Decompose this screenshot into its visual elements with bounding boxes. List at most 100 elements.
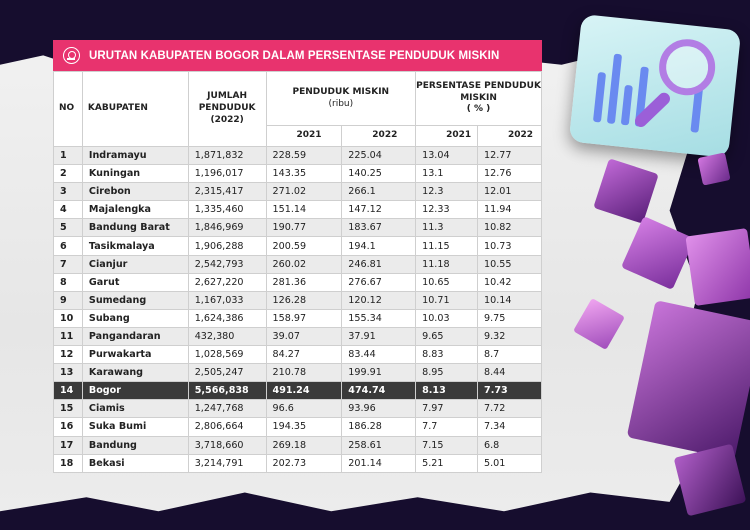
cell-jml: 1,846,969 [187,218,267,238]
cell-m21: 271.02 [265,182,343,202]
cell-m22: 155.34 [341,308,417,328]
cell-m22: 120.12 [341,290,417,310]
decorative-cube [685,228,750,306]
cell-p22: 8.44 [477,363,542,383]
cell-m21: 194.35 [265,417,343,437]
cell-p21: 13.04 [415,145,479,166]
poverty-table-card: URUTAN KABUPATEN BOGOR DALAM PERSENTASE … [53,40,542,473]
cell-m21: 39.07 [265,326,343,347]
cell-m22: 225.04 [341,145,417,166]
table-title-bar: URUTAN KABUPATEN BOGOR DALAM PERSENTASE … [53,40,542,71]
cell-m21: 281.36 [265,272,343,292]
cell-p22: 12.76 [477,164,542,184]
cell-m22: 199.91 [341,363,417,383]
cell-p21: 8.95 [415,363,479,383]
cell-p21: 12.3 [415,182,479,202]
cell-jml: 3,214,791 [187,453,267,473]
cell-m21: 260.02 [265,254,343,274]
poverty-table: NO KABUPATEN JUMLAH PENDUDUK (2022) PEND… [53,71,542,473]
cell-m21: 84.27 [265,345,343,365]
person-badge-icon [63,47,80,64]
table-body: 1 Indramayu 1,871,832 228.59 225.04 13.04 12.7… [53,145,542,473]
cell-p22: 10.82 [477,218,542,238]
cell-m22: 266.1 [341,182,417,202]
cell-m21: 228.59 [265,145,343,166]
cell-p21: 8.13 [415,381,479,401]
cell-p21: 12.33 [415,200,479,220]
cell-kab: Purwakarta [81,345,189,365]
cell-m21: 158.97 [265,308,343,328]
cell-kab: Bogor [81,381,189,401]
cell-p22: 12.77 [477,145,542,166]
cell-p21: 13.1 [415,164,479,184]
table-row: 4 Majalengka 1,335,460 151.14 147.12 12.33 11.… [53,200,542,220]
header-persen-2022: 2022 [477,125,542,147]
cell-no: 18 [53,453,83,473]
table-row: 7 Cianjur 2,542,793 260.02 246.81 11.18 10.55 [53,254,542,274]
cell-m22: 201.14 [341,453,417,473]
cell-p21: 7.7 [415,417,479,437]
cell-kab: Tasikmalaya [81,236,189,256]
cell-m22: 147.12 [341,200,417,220]
cell-no: 12 [53,345,83,365]
cell-no: 17 [53,435,83,455]
cell-jml: 2,505,247 [187,363,267,383]
cell-p22: 6.8 [477,435,542,455]
cell-jml: 1,906,288 [187,236,267,256]
cell-kab: Garut [81,272,189,292]
cell-jml: 1,871,832 [187,145,267,166]
cell-kab: Kuningan [81,164,189,184]
table-title: URUTAN KABUPATEN BOGOR DALAM PERSENTASE … [89,49,500,62]
cell-no: 2 [53,164,83,184]
table-row: 10 Subang 1,624,386 158.97 155.34 10.03 9.75 [53,308,542,328]
cell-m22: 246.81 [341,254,417,274]
table-row: 6 Tasikmalaya 1,906,288 200.59 194.1 11.15 10.… [53,236,542,256]
cell-m22: 37.91 [341,326,417,347]
cell-kab: Majalengka [81,200,189,220]
header-persen-2021: 2021 [415,125,479,147]
cell-p21: 8.83 [415,345,479,365]
cell-no: 8 [53,272,83,292]
header-kabupaten: KABUPATEN [81,71,189,147]
chart-magnifier-illustration [568,13,742,159]
table-row: 12 Purwakarta 1,028,569 84.27 83.44 8.83 8.7 [53,345,542,365]
cell-kab: Karawang [81,363,189,383]
cell-p22: 11.94 [477,200,542,220]
cell-p21: 11.15 [415,236,479,256]
header-miskin-2022: 2022 [341,125,417,147]
cell-p21: 10.71 [415,290,479,310]
cell-no: 4 [53,200,83,220]
table-row: 15 Ciamis 1,247,768 96.6 93.96 7.97 7.72 [53,399,542,419]
cell-m21: 151.14 [265,200,343,220]
cell-p22: 9.75 [477,308,542,328]
cell-m22: 183.67 [341,218,417,238]
table-row: 9 Sumedang 1,167,033 126.28 120.12 10.71 10.14 [53,290,542,310]
cell-jml: 1,247,768 [187,399,267,419]
cell-no: 15 [53,399,83,419]
cell-p21: 11.3 [415,218,479,238]
table-row: 13 Karawang 2,505,247 210.78 199.91 8.95 8.44 [53,363,542,383]
cell-no: 11 [53,326,83,347]
cell-jml: 2,627,220 [187,272,267,292]
cell-p22: 12.01 [477,182,542,202]
cell-m21: 190.77 [265,218,343,238]
cell-no: 1 [53,145,83,166]
cell-no: 9 [53,290,83,310]
cell-p22: 10.42 [477,272,542,292]
cell-p22: 9.32 [477,326,542,347]
cell-jml: 1,335,460 [187,200,267,220]
cell-m22: 474.74 [341,381,417,401]
cell-jml: 2,315,417 [187,182,267,202]
cell-jml: 432,380 [187,326,267,347]
cell-p21: 10.65 [415,272,479,292]
table-row: 18 Bekasi 3,214,791 202.73 201.14 5.21 5.01 [53,453,542,473]
cell-m21: 96.6 [265,399,343,419]
cell-kab: Bekasi [81,453,189,473]
cell-jml: 3,718,660 [187,435,267,455]
cell-p21: 10.03 [415,308,479,328]
cell-kab: Ciamis [81,399,189,419]
cell-jml: 1,624,386 [187,308,267,328]
table-row: 8 Garut 2,627,220 281.36 276.67 10.65 10.42 [53,272,542,292]
cell-no: 10 [53,308,83,328]
cell-m22: 140.25 [341,164,417,184]
